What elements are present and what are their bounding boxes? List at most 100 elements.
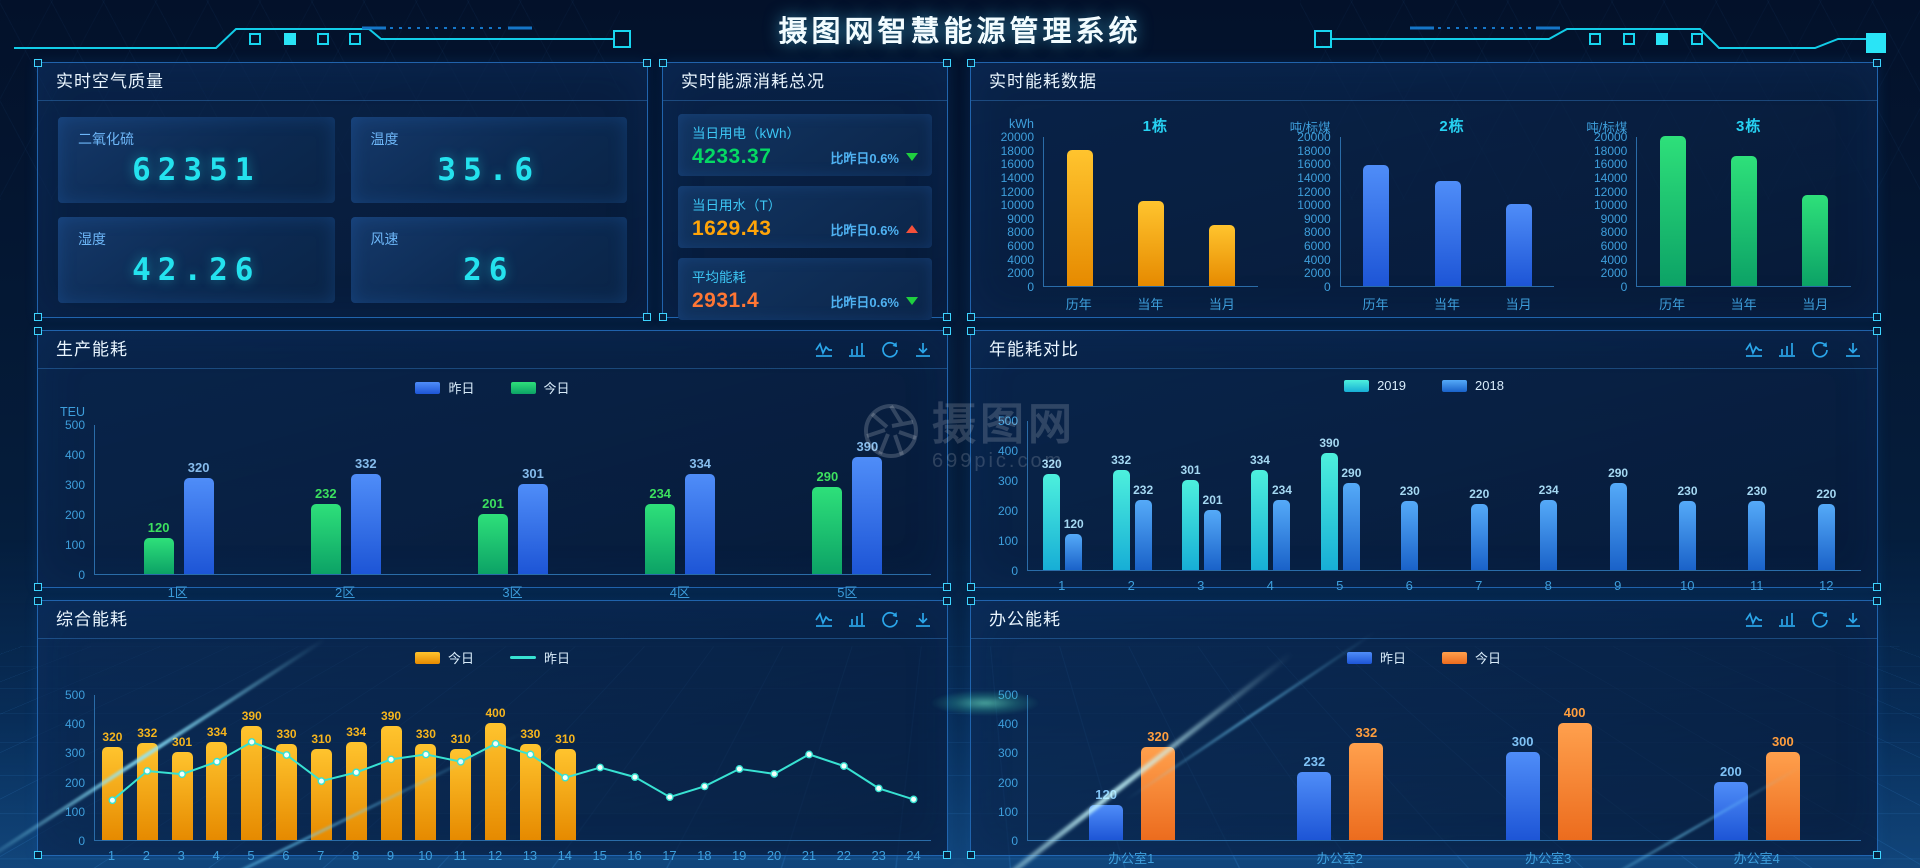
download-icon[interactable] bbox=[1843, 340, 1863, 360]
legend-item[interactable]: 今日 bbox=[510, 378, 570, 397]
production-energy-chart: TEU 500 400 300 200 100 0 120 320 232 332 201 301 234… bbox=[38, 403, 947, 601]
legend-item[interactable]: 昨日 bbox=[1346, 648, 1406, 667]
line-chart-icon[interactable] bbox=[814, 340, 834, 360]
line-chart-icon[interactable] bbox=[814, 610, 834, 630]
y-axis-tick: 200 bbox=[997, 504, 1018, 518]
plot-column: 历年 当年 当月 bbox=[1636, 115, 1852, 313]
bar-chart-icon[interactable] bbox=[1777, 340, 1797, 360]
category-slot: 232 332 bbox=[1236, 695, 1444, 840]
x-axis-label: 2 bbox=[1127, 578, 1135, 593]
bar-value-label: 201 bbox=[482, 496, 504, 511]
bar-value-label: 330 bbox=[520, 727, 541, 741]
compare-label: 比昨日0.6% bbox=[830, 150, 899, 166]
x-axis-label: 办公室4 bbox=[1733, 851, 1780, 866]
refresh-icon[interactable] bbox=[1810, 340, 1830, 360]
bar: 300 bbox=[1765, 734, 1800, 840]
y-axis-tick: 400 bbox=[64, 717, 85, 732]
legend-item[interactable]: 今日 bbox=[1442, 648, 1501, 667]
refresh-icon[interactable] bbox=[880, 610, 900, 630]
x-axis-label: 19 bbox=[731, 848, 747, 863]
chart-title: 1栋 bbox=[1142, 118, 1168, 135]
category-slot: 120 320 bbox=[95, 425, 262, 574]
legend-item[interactable]: 昨日 bbox=[510, 648, 570, 667]
panel-title-realtime-energy: 实时能耗数据 bbox=[971, 63, 1877, 101]
page-title: 摄图网智慧能源管理系统 bbox=[778, 16, 1142, 48]
bar: 301 bbox=[1181, 463, 1201, 570]
legend-item[interactable]: 今日 bbox=[414, 648, 474, 667]
category-slot: 390 bbox=[234, 695, 269, 840]
y-axis-tick: 18000 bbox=[1000, 143, 1034, 158]
refresh-icon[interactable] bbox=[880, 340, 900, 360]
y-axis-tick: 500 bbox=[64, 418, 85, 432]
bar: 301 bbox=[171, 735, 193, 840]
x-axis-labels: 历年 当年 当月 bbox=[1340, 294, 1555, 313]
x-axis-label: 6 bbox=[282, 848, 290, 863]
category-slot: 330 bbox=[513, 695, 548, 840]
category-slot: 310 bbox=[548, 695, 583, 840]
chart-legend: 今日 昨日 bbox=[38, 639, 947, 673]
download-icon[interactable] bbox=[913, 610, 933, 630]
x-axis-label: 13 bbox=[522, 848, 538, 863]
bar: 332 bbox=[1111, 453, 1131, 570]
download-icon[interactable] bbox=[1843, 610, 1863, 630]
category-slot bbox=[1780, 137, 1851, 286]
legend-item[interactable]: 2019 bbox=[1344, 378, 1406, 393]
y-axis: 500 400 300 200 100 0 bbox=[979, 673, 1027, 863]
x-axis-label: 2 bbox=[142, 848, 150, 863]
refresh-icon[interactable] bbox=[1810, 610, 1830, 630]
bar-value-label: 390 bbox=[856, 439, 879, 454]
x-axis-label: 4 bbox=[1266, 578, 1274, 593]
bar: 334 bbox=[685, 456, 716, 574]
category-slot: 334 234 bbox=[1236, 421, 1305, 570]
bar-value-label: 320 bbox=[187, 460, 210, 475]
bar-value-label: 220 bbox=[1469, 487, 1490, 501]
trend-up-icon bbox=[906, 225, 918, 233]
line-chart-icon[interactable] bbox=[1744, 610, 1764, 630]
stat-label: 温度 bbox=[370, 131, 399, 147]
bar: 290 bbox=[1608, 466, 1628, 570]
x-axis-label: 23 bbox=[871, 848, 886, 863]
category-slot bbox=[1637, 136, 1708, 286]
y-axis-unit: 吨/标煤 bbox=[1586, 121, 1628, 135]
panel-title-text: 生产能耗 bbox=[56, 340, 128, 359]
category-slot: 201 301 bbox=[429, 425, 596, 574]
panel-title-yearly-comparison: 年能耗对比 bbox=[971, 331, 1877, 369]
bar-value-label: 300 bbox=[1772, 734, 1794, 749]
y-axis-tick: 16000 bbox=[1000, 157, 1034, 172]
y-axis-tick: 100 bbox=[64, 538, 85, 552]
bar: 390 bbox=[1319, 436, 1339, 570]
category-slot bbox=[1115, 137, 1186, 286]
bar: 390 bbox=[241, 709, 263, 840]
panel-title-energy-summary: 实时能源消耗总况 bbox=[663, 63, 947, 101]
y-axis-ticks: 20000 18000 16000 14000 12000 10000 9000 8000 60… bbox=[1594, 131, 1627, 293]
download-icon[interactable] bbox=[913, 340, 933, 360]
x-axis-labels: 1 2 3 4 5 6 7 8 9 10 11 12 13 14 15 16 17 18 19 20 21 22 23 24 bbox=[94, 848, 931, 863]
category-slot: 234 334 bbox=[597, 425, 764, 574]
bar-chart-icon[interactable] bbox=[1777, 610, 1797, 630]
bar-chart-icon[interactable] bbox=[847, 610, 867, 630]
line-chart-icon[interactable] bbox=[1744, 340, 1764, 360]
category-slot: 330 bbox=[269, 695, 304, 840]
trend-down-icon bbox=[906, 297, 918, 305]
legend-item[interactable]: 2018 bbox=[1442, 378, 1504, 393]
x-axis-label: 5区 bbox=[837, 585, 858, 600]
category-slot bbox=[583, 695, 618, 840]
y-axis-tick: 300 bbox=[997, 746, 1018, 761]
y-axis-tick: 0 bbox=[78, 568, 85, 582]
legend-item[interactable]: 昨日 bbox=[415, 378, 475, 397]
panel-title-production-energy: 生产能耗 bbox=[38, 331, 947, 369]
bar: 330 bbox=[276, 727, 298, 840]
bar-value-label: 320 bbox=[1041, 457, 1062, 471]
y-axis-tick: 2000 bbox=[1600, 266, 1628, 281]
bar-chart-icon[interactable] bbox=[847, 340, 867, 360]
bar-value-label: 301 bbox=[172, 735, 193, 749]
legend-label: 2018 bbox=[1475, 378, 1504, 393]
category-slot: 290 390 bbox=[764, 425, 931, 574]
y-axis-tick: 6000 bbox=[1600, 239, 1628, 253]
bar-value-label: 330 bbox=[415, 727, 436, 741]
chart-toolbox bbox=[1744, 340, 1863, 360]
x-axis-label: 5 bbox=[1336, 578, 1344, 593]
x-axis-label: 8 bbox=[1544, 578, 1552, 593]
y-axis: 500 400 300 200 100 0 bbox=[46, 673, 94, 863]
y-axis-ticks: 20000 18000 16000 14000 12000 10000 9000 8000 60… bbox=[1297, 131, 1330, 293]
